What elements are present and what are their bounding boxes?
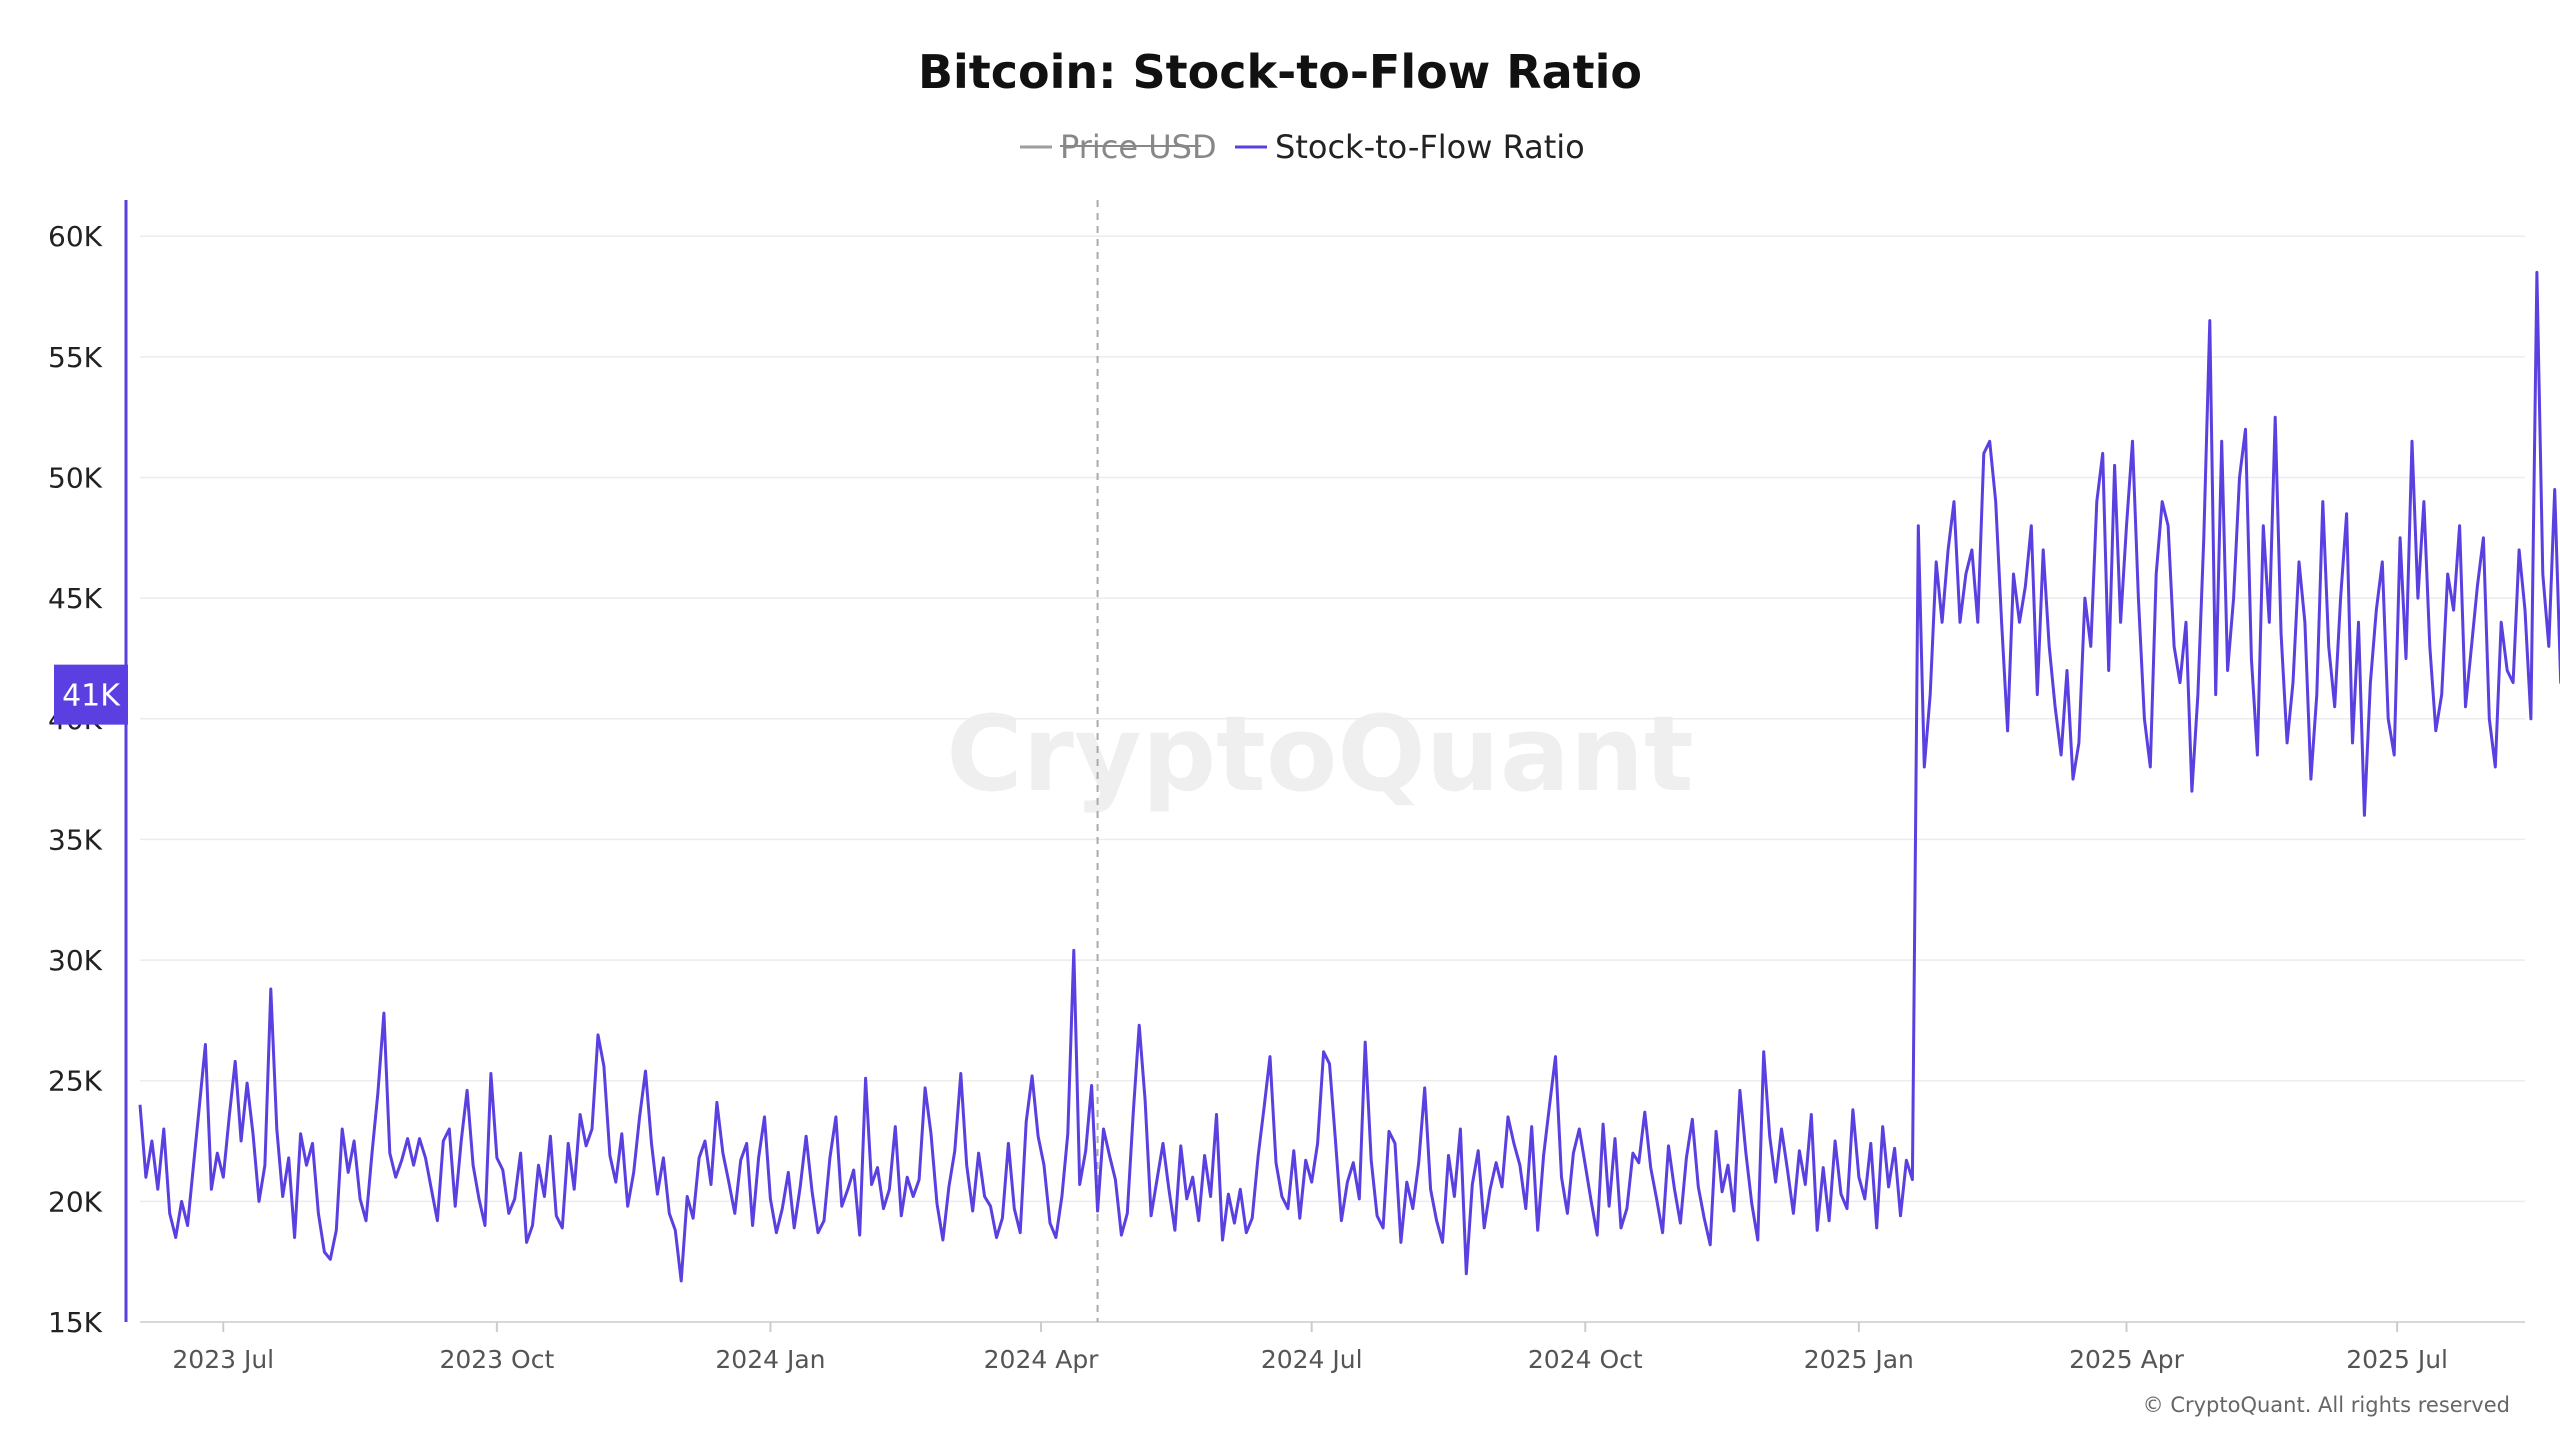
y-axis: 15K20K25K30K35K40K45K50K55K60K	[48, 200, 128, 1339]
legend-item-price-usd[interactable]: Price USD	[1020, 128, 1217, 166]
y-tick-label: 30K	[48, 944, 103, 977]
copyright-notice: © CryptoQuant. All rights reserved	[2143, 1393, 2510, 1417]
x-tick-label: 2024 Oct	[1528, 1345, 1643, 1374]
x-tick-label: 2025 Jul	[2346, 1345, 2448, 1374]
legend-item-stock-to-flow[interactable]: Stock-to-Flow Ratio	[1235, 128, 1585, 166]
y-tick-label: 45K	[48, 582, 103, 615]
x-tick-label: 2023 Jul	[172, 1345, 274, 1374]
y-tick-label: 50K	[48, 461, 103, 494]
y-tick-label: 35K	[48, 823, 103, 856]
y-tick-label: 55K	[48, 341, 103, 374]
x-tick-label: 2024 Apr	[984, 1345, 1100, 1374]
y-tick-label: 15K	[48, 1306, 103, 1339]
current-value-badge: 41K	[54, 664, 128, 725]
legend: Price USD Stock-to-Flow Ratio	[1020, 128, 1585, 166]
x-tick-label: 2024 Jul	[1261, 1345, 1363, 1374]
grid-lines	[140, 235, 2525, 1323]
chart-title: Bitcoin: Stock-to-Flow Ratio	[918, 45, 1642, 99]
x-axis: 2023 Jul 2023 Oct 2024 Jan 2024 Apr 2024 Jul…	[140, 1321, 2525, 1374]
x-tick-label: 2024 Jan	[715, 1345, 825, 1374]
y-tick-label: 25K	[48, 1065, 103, 1098]
y-tick-label: 60K	[48, 220, 103, 253]
watermark: CryptoQuant	[946, 693, 1693, 815]
series-line-stock-to-flow	[138, 270, 2560, 1283]
series-layer	[138, 270, 2560, 1283]
y-tick-label: 20K	[48, 1185, 103, 1218]
x-tick-label: 2023 Oct	[439, 1345, 554, 1374]
badge-label: 41K	[62, 679, 121, 714]
badge-background	[54, 664, 128, 725]
x-tick-label: 2025 Apr	[2069, 1345, 2185, 1374]
x-tick-label: 2025 Jan	[1804, 1345, 1914, 1374]
legend-label: Stock-to-Flow Ratio	[1275, 128, 1585, 166]
